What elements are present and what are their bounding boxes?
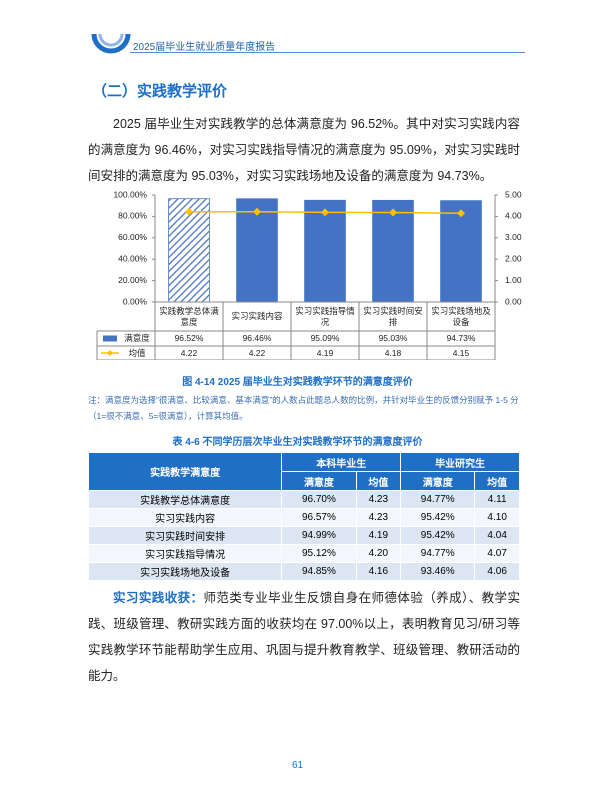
x-tick-label: 实习实践时间安排 — [363, 305, 423, 327]
note: 注：满意度为选择“很满意、比较满意、基本满意”的人数占此题总人数的比例，并针对毕… — [88, 395, 519, 421]
table-cell: 4.07 — [474, 544, 520, 563]
header-cell: 本科毕业生 — [281, 452, 402, 472]
table-cell: 94.99% — [281, 526, 357, 545]
x-tick-label: 实习实践场地及设备 — [431, 305, 491, 327]
table-cell: 4.04 — [474, 526, 520, 545]
text: 师范类专业毕业生反馈自身在师德体验（养成）、教学实践、班级管理、教研实践方面的收… — [88, 591, 520, 683]
y2-tick-label: 2.00 — [505, 253, 522, 263]
table-cell: 4.06 — [474, 562, 520, 581]
y-tick-label: 0.00% — [123, 296, 148, 306]
table-cell: 4.11 — [474, 490, 520, 509]
header-title: 2025届毕业生就业质量年度报告 — [133, 42, 276, 53]
bar — [236, 198, 278, 303]
x-tick-label: 实践教学总体满意度 — [159, 305, 219, 327]
table-cell: 95.42% — [400, 526, 476, 545]
y2-tick-label: 4.00 — [505, 211, 522, 221]
table-row: 实习实践指导情况 95.12% 4.20 94.77% 4.07 — [87, 544, 520, 563]
table-cell: 94.77% — [400, 544, 476, 563]
page-number: 61 — [291, 760, 304, 771]
x-tick-label: 实习实践内容 — [231, 311, 283, 321]
marker — [457, 209, 465, 218]
data-label: 4.19 — [316, 347, 334, 358]
table-cell: 96.70% — [281, 490, 357, 509]
bar — [372, 199, 414, 303]
data-label: 4.18 — [384, 347, 402, 358]
table-cell: 4.23 — [355, 490, 402, 509]
marker — [389, 208, 397, 217]
data-label: 96.46% — [242, 333, 272, 343]
table-cell: 94.77% — [400, 490, 476, 509]
y-tick-label: 20.00% — [118, 275, 147, 285]
y2-tick-label: 0.00 — [505, 296, 522, 306]
y-tick-label: 60.00% — [118, 232, 147, 242]
header-cell: 实践教学满意度 — [87, 452, 283, 491]
y-tick-label: 40.00% — [118, 253, 147, 263]
paragraph: 实习实践收获：师范类专业毕业生反馈自身在师德体验（养成）、教学实践、班级管理、教… — [88, 585, 520, 689]
header-cell: 满意度 — [400, 471, 476, 491]
lead: 实习实践收获： — [113, 591, 204, 605]
legend-label: 均值 — [128, 347, 146, 358]
y-tick-label: 100.00% — [113, 189, 147, 199]
table-cell: 4.20 — [355, 544, 402, 563]
table-cell: 95.12% — [281, 544, 357, 563]
table-cell: 93.46% — [400, 562, 476, 581]
data-label: 4.15 — [452, 347, 470, 358]
table-cell: 实习实践时间安排 — [87, 526, 283, 545]
table: 实践教学满意度 本科毕业生 毕业研究生 满意度 均值 满意度 均值 实践教学总体满意度… — [87, 452, 520, 581]
marker — [185, 207, 193, 216]
data-label: 4.22 — [180, 347, 198, 358]
header-cell: 均值 — [355, 471, 402, 491]
chart-table: 实践教学总体满意度 实习实践内容 实习实践指导情况 实习实践时间安排 实习实践场地及设备… — [0, 185, 595, 360]
y2-tick-label: 3.00 — [505, 232, 522, 242]
header-rule — [130, 52, 525, 53]
paragraph: 2025 届毕业生对实践教学的总体满意度为 96.52%。其中对实习实践内容的满… — [88, 117, 520, 183]
y2-tick-label: 1.00 — [505, 275, 522, 285]
y-tick-label: 80.00% — [118, 211, 147, 221]
table-title: 表 4-6 不同学历层次毕业生对实践教学环节的满意度评价 — [172, 437, 423, 448]
table-row: 实践教学总体满意度 96.70% 4.23 94.77% 4.11 — [87, 490, 520, 509]
bar — [304, 199, 346, 303]
header-cell: 毕业研究生 — [400, 452, 520, 472]
data-label: 96.52% — [174, 333, 204, 343]
figure-caption: 图 4-14 2025 届毕业生对实践教学环节的满意度评价 — [182, 377, 413, 388]
header-cell: 均值 — [474, 471, 520, 491]
data-label: 95.09% — [310, 333, 340, 343]
chart: 0.00% 20.00% 40.00% 60.00% 80.00% 100.00% 0.00… — [96, 189, 522, 360]
table-cell: 94.85% — [281, 562, 357, 581]
bar — [440, 200, 482, 303]
table-row: 实习实践内容 96.57% 4.23 95.42% 4.10 — [87, 508, 520, 527]
table-cell: 实习实践内容 — [87, 508, 283, 527]
table-row: 实习实践时间安排 94.99% 4.19 95.42% 4.04 — [87, 526, 520, 545]
table-row: 实习实践场地及设备 94.85% 4.16 93.46% 4.06 — [87, 562, 520, 581]
table-cell: 实习实践场地及设备 — [87, 562, 283, 581]
y2-tick-label: 5.00 — [505, 189, 522, 199]
section-title: （二）实践教学评价 — [92, 83, 228, 100]
x-tick-label: 实习实践指导情况 — [295, 305, 355, 327]
legend-label: 满意度 — [124, 333, 150, 343]
legend-marker — [107, 350, 113, 356]
marker — [321, 208, 329, 217]
marker — [253, 207, 261, 216]
table-cell: 96.57% — [281, 508, 357, 527]
table-cell: 实习实践指导情况 — [87, 544, 283, 563]
data-label: 4.22 — [248, 347, 266, 358]
table-cell: 4.23 — [355, 508, 402, 527]
data-label: 95.03% — [378, 333, 408, 343]
table-cell: 4.19 — [355, 526, 402, 545]
table-cell: 4.16 — [355, 562, 402, 581]
table-cell: 4.10 — [474, 508, 520, 527]
table-cell: 95.42% — [400, 508, 476, 527]
legend-swatch — [103, 335, 117, 342]
header-cell: 满意度 — [281, 471, 357, 491]
table-cell: 实践教学总体满意度 — [87, 490, 283, 509]
bar — [168, 198, 210, 303]
data-label: 94.73% — [446, 333, 476, 343]
logo — [91, 33, 131, 54]
